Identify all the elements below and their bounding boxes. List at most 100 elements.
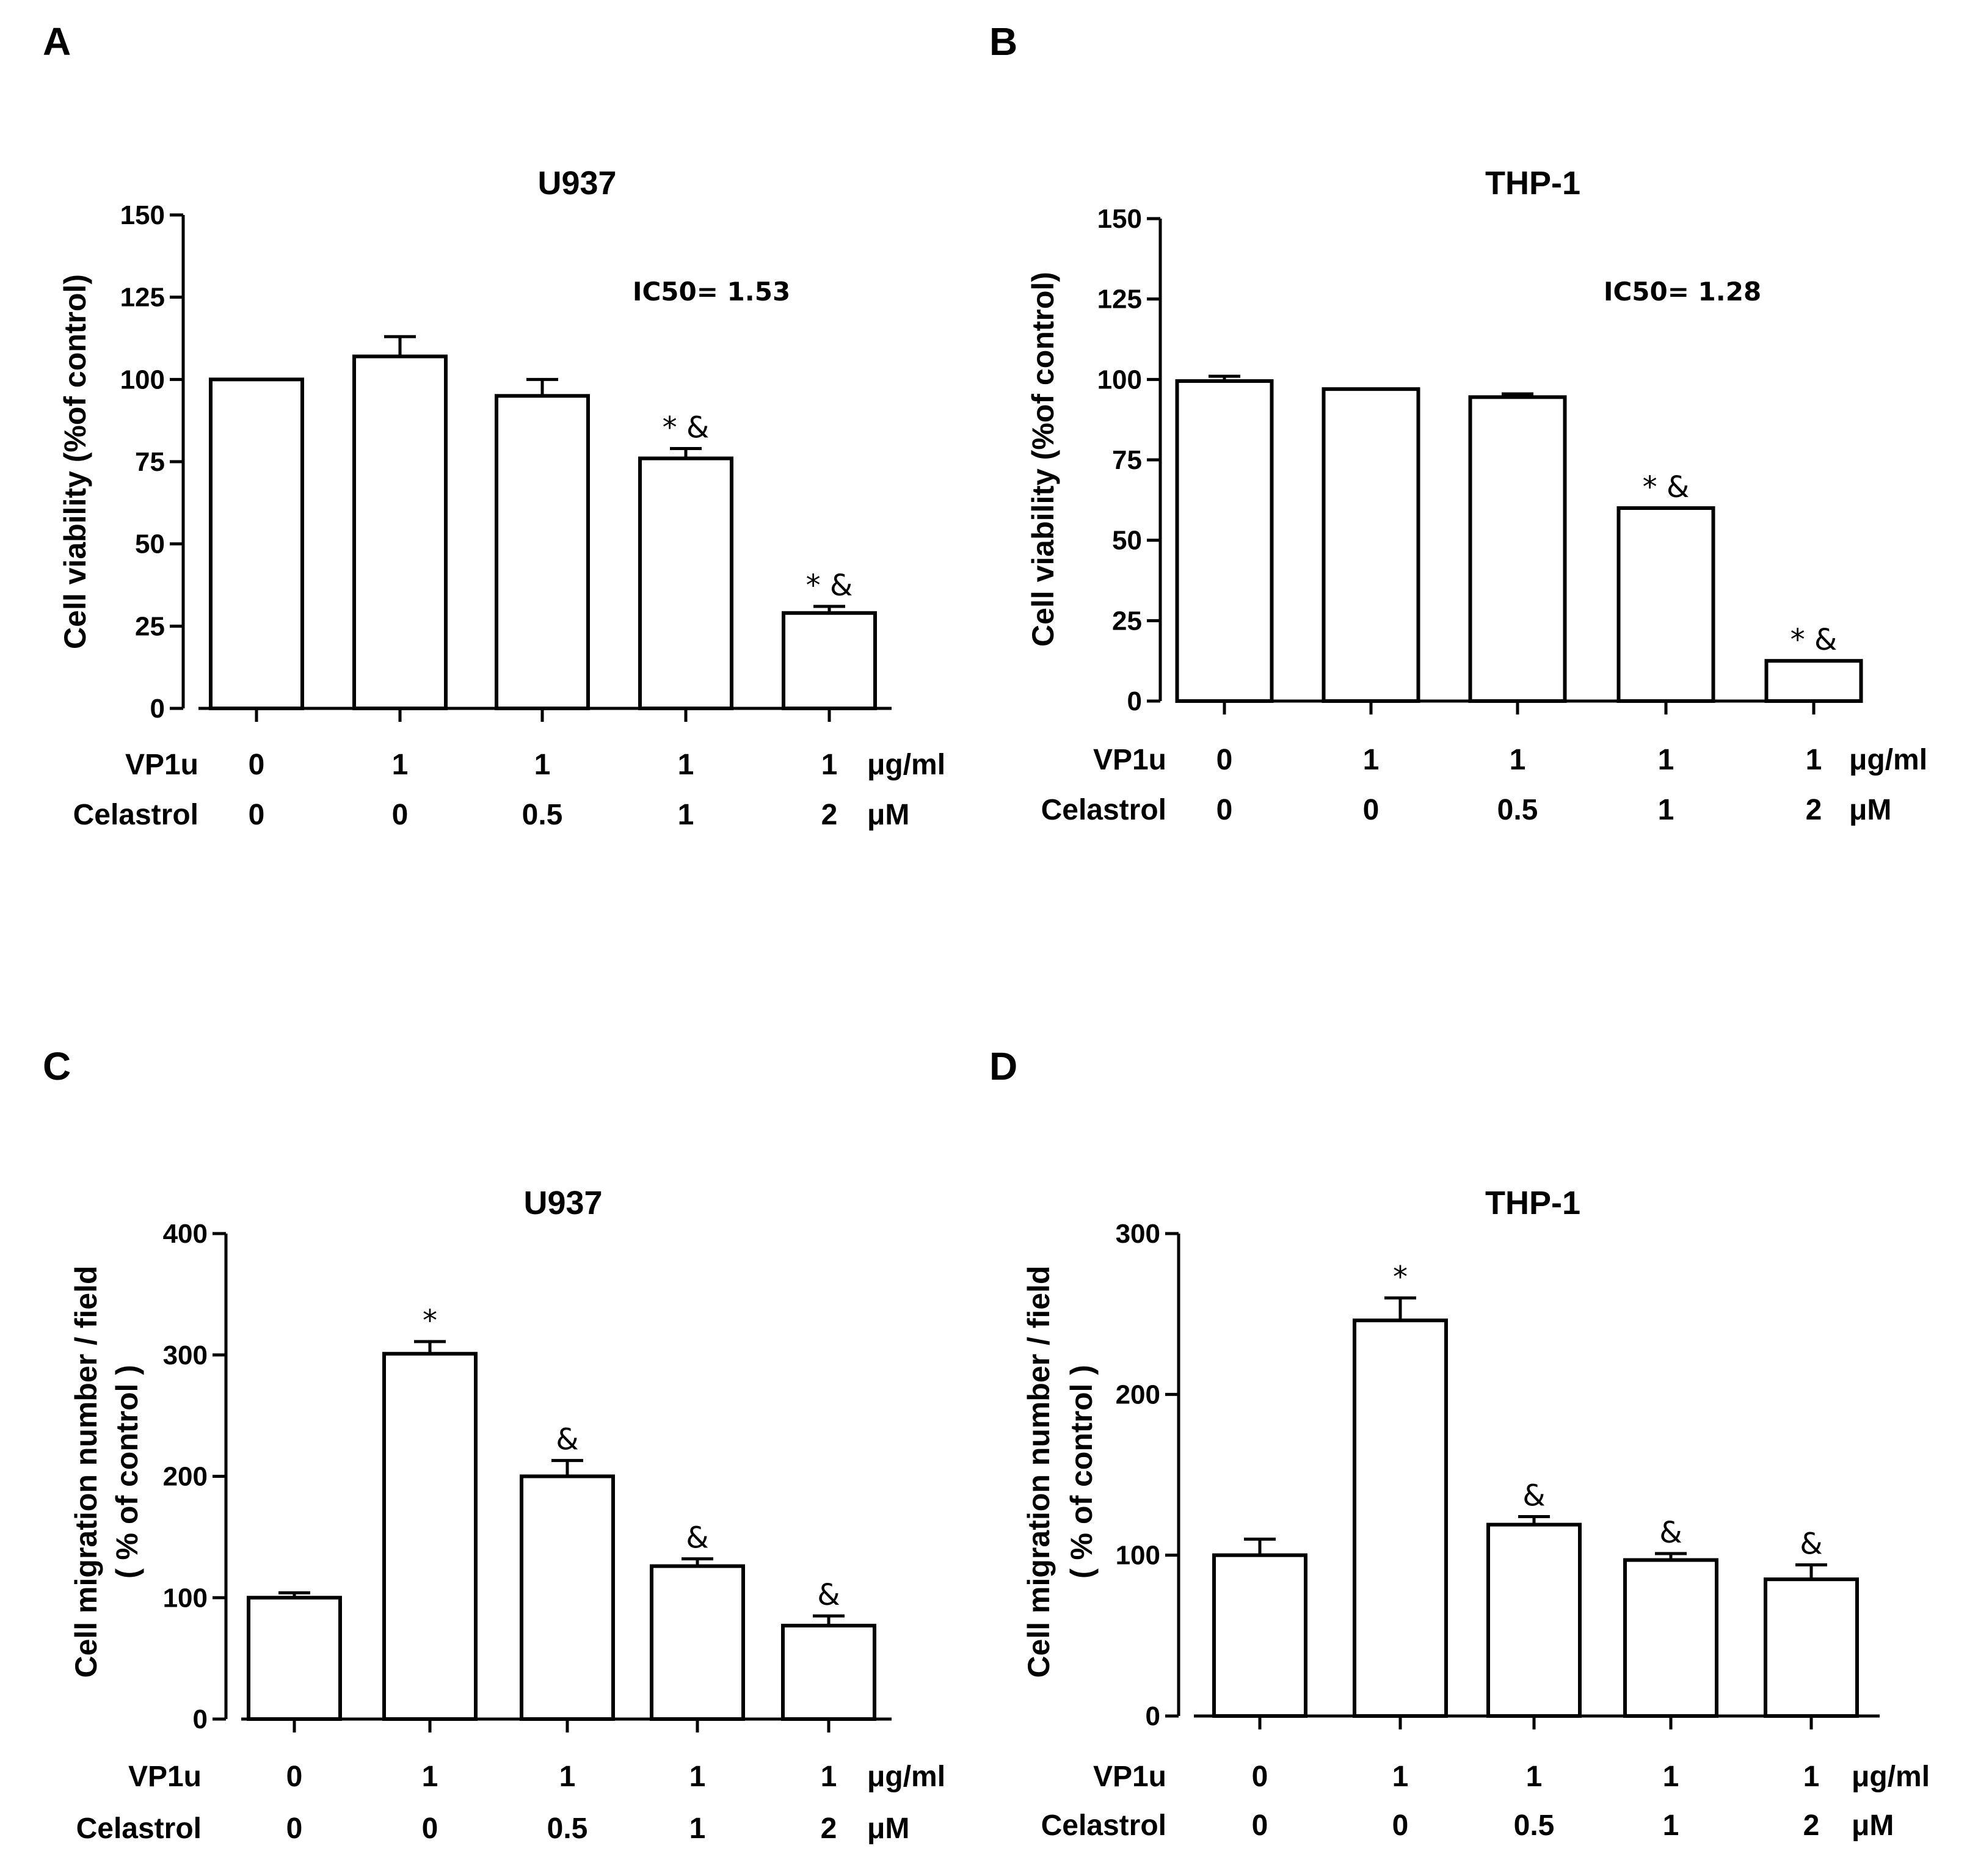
vp1u-unit: μg/ml xyxy=(1852,1761,1930,1793)
y-tick-label: 400 xyxy=(163,1219,208,1249)
bar xyxy=(1353,1318,1448,1718)
y-tick-label: 0 xyxy=(193,1704,208,1734)
y-tick-label: 25 xyxy=(135,611,165,641)
celastrol-value: 2 xyxy=(1803,1809,1820,1842)
vp1u-value: 1 xyxy=(821,1761,837,1793)
y-tick-label: 200 xyxy=(1116,1380,1160,1409)
bar xyxy=(1212,1553,1307,1718)
vp1u-unit: μg/ml xyxy=(867,1761,945,1793)
vp1u-value: 1 xyxy=(1658,744,1674,776)
celastrol-value: 0 xyxy=(1392,1809,1409,1842)
significance-marker: * xyxy=(1393,1260,1408,1294)
y-tick-label: 0 xyxy=(150,694,165,724)
celastrol-label: Celastrol xyxy=(1041,794,1166,826)
celastrol-label: Celastrol xyxy=(76,1812,202,1845)
bar xyxy=(1764,1577,1859,1718)
panel-c: C U937 Cell migration number / field( % of… xyxy=(43,1044,945,1845)
vp1u-value: 1 xyxy=(559,1761,576,1793)
vp1u-value: 1 xyxy=(1392,1761,1409,1793)
celastrol-value: 0 xyxy=(1252,1809,1268,1842)
y-tick-label: 300 xyxy=(163,1340,208,1370)
panel-letter: C xyxy=(43,1044,71,1088)
celastrol-unit: μM xyxy=(867,799,909,831)
y-tick-label: 50 xyxy=(1112,526,1142,556)
vp1u-value: 1 xyxy=(422,1761,438,1793)
bar xyxy=(495,394,590,710)
chart-title: U937 xyxy=(523,1185,602,1221)
significance-marker: * & xyxy=(1643,470,1690,504)
celastrol-value: 0 xyxy=(249,799,265,831)
bar xyxy=(1175,379,1274,703)
y-tick-label: 100 xyxy=(120,365,165,394)
celastrol-unit: μM xyxy=(1852,1809,1894,1842)
celastrol-value: 0.5 xyxy=(547,1812,588,1845)
celastrol-value: 2 xyxy=(1806,794,1822,826)
significance-marker: & xyxy=(1659,1516,1682,1550)
vp1u-value: 1 xyxy=(821,749,838,781)
bar xyxy=(650,1564,745,1721)
vp1u-label: VP1u xyxy=(1093,1761,1166,1793)
vp1u-value: 0 xyxy=(1252,1761,1268,1793)
vp1u-unit: μg/ml xyxy=(867,749,945,781)
y-axis-label-line2: ( % of control ) xyxy=(110,1365,144,1579)
vp1u-value: 1 xyxy=(1526,1761,1543,1793)
y-tick-label: 0 xyxy=(1146,1701,1160,1731)
vp1u-value: 0 xyxy=(249,749,265,781)
significance-marker: * & xyxy=(663,410,710,445)
y-tick-label: 125 xyxy=(1097,285,1142,314)
y-axis-label: Cell migration number / field xyxy=(69,1265,103,1678)
celastrol-value: 0 xyxy=(286,1812,303,1845)
bar xyxy=(352,354,448,710)
y-tick-label: 100 xyxy=(1116,1541,1160,1571)
panel-d: D THP-1 Cell migration number / field( % o… xyxy=(989,1044,1930,1842)
vp1u-unit: μg/ml xyxy=(1849,744,1927,776)
y-tick-label: 50 xyxy=(135,529,165,559)
bar xyxy=(382,1351,478,1721)
vp1u-value: 1 xyxy=(1803,1761,1820,1793)
y-axis-label: Cell viability (%of control) xyxy=(1026,272,1060,647)
bar xyxy=(638,456,733,710)
celastrol-value: 0 xyxy=(1363,794,1380,826)
chart-title: THP-1 xyxy=(1485,165,1580,202)
vp1u-value: 1 xyxy=(534,749,551,781)
vp1u-label: VP1u xyxy=(125,749,198,781)
vp1u-value: 1 xyxy=(1510,744,1526,776)
bar xyxy=(1322,387,1420,704)
bar xyxy=(1468,395,1567,703)
celastrol-value: 0 xyxy=(392,799,409,831)
celastrol-value: 2 xyxy=(821,799,838,831)
celastrol-value: 1 xyxy=(689,1812,706,1845)
celastrol-value: 0.5 xyxy=(1514,1809,1555,1842)
significance-marker: * & xyxy=(1791,623,1838,657)
significance-marker: & xyxy=(686,1521,708,1555)
ic50-annotation: IC50= 1.53 xyxy=(633,277,790,307)
vp1u-value: 1 xyxy=(689,1761,706,1793)
y-tick-label: 150 xyxy=(120,200,165,230)
celastrol-unit: μM xyxy=(867,1812,909,1845)
y-tick-label: 125 xyxy=(120,283,165,313)
vp1u-value: 1 xyxy=(1806,744,1822,776)
celastrol-value: 1 xyxy=(1658,794,1674,826)
bar xyxy=(1486,1522,1582,1718)
y-tick-label: 75 xyxy=(135,447,165,477)
significance-marker: & xyxy=(1800,1527,1822,1561)
significance-marker: * xyxy=(423,1304,437,1338)
bar xyxy=(1616,506,1715,703)
ic50-annotation: IC50= 1.28 xyxy=(1604,277,1761,307)
vp1u-value: 0 xyxy=(286,1761,303,1793)
bar xyxy=(520,1474,615,1721)
panel-letter: D xyxy=(989,1044,1017,1088)
significance-marker: & xyxy=(1522,1478,1545,1513)
vp1u-value: 1 xyxy=(678,749,694,781)
panel-b: B THP-1 Cell viability (%of control) 0 25 50 7… xyxy=(989,20,1927,826)
y-axis-label: Cell viability (%of control) xyxy=(58,274,92,649)
bar xyxy=(209,377,304,710)
chart-title: U937 xyxy=(537,165,616,202)
significance-marker: * & xyxy=(806,569,853,603)
celastrol-value: 0 xyxy=(1216,794,1233,826)
celastrol-value: 0 xyxy=(422,1812,438,1845)
chart-title: THP-1 xyxy=(1485,1185,1580,1221)
panel-letter: A xyxy=(43,20,71,64)
y-tick-label: 150 xyxy=(1097,204,1142,234)
